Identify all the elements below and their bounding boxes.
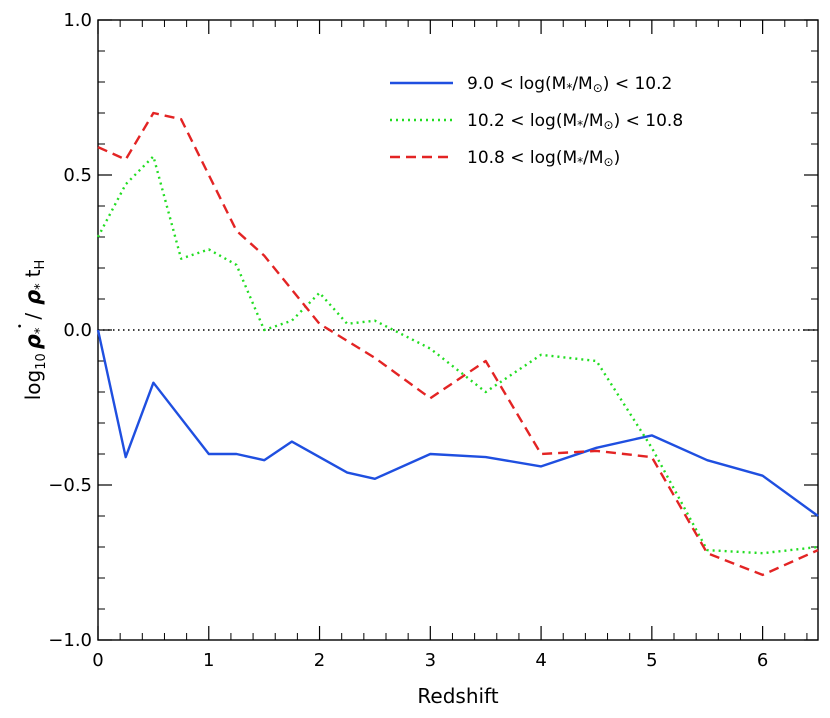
legend-label-1: 9.0 < log(M*/M⊙) < 10.2: [467, 74, 672, 95]
x-tick-label: 2: [314, 650, 325, 671]
series-line-2: [96, 155, 819, 555]
series-line-1: [96, 329, 819, 517]
svg-text:•: •: [15, 323, 26, 329]
axis-ticks: [97, 19, 818, 641]
tick-labels: 0 1 2 3 4 5 6 −1.0 −0.5 0.0 0.5 1.0: [48, 10, 768, 671]
x-tick-label: 0: [92, 650, 103, 671]
y-tick-label: 1.0: [63, 10, 92, 31]
legend-label-2: 10.2 < log(M*/M⊙) < 10.8: [467, 111, 683, 132]
x-tick-label: 1: [203, 650, 214, 671]
x-tick-label: 4: [535, 650, 546, 671]
x-axis-title: Redshift: [417, 684, 498, 708]
y-tick-label: −1.0: [48, 630, 92, 651]
y-tick-label: −0.5: [48, 475, 92, 496]
y-axis-title: log10ρ*/ρ*tH •: [15, 260, 49, 401]
svg-text:log10ρ*/ρ*tH: log10ρ*/ρ*tH: [21, 260, 49, 401]
x-tick-label: 3: [425, 650, 436, 671]
y-tick-label: 0.5: [63, 165, 92, 186]
series-line-3: [97, 111, 819, 577]
legend-label-3: 10.8 < log(M*/M⊙): [467, 148, 620, 169]
series-lines: [96, 111, 819, 577]
y-tick-label: 0.0: [63, 320, 92, 341]
legend: 9.0 < log(M*/M⊙) < 10.2 10.2 < log(M*/M⊙)…: [390, 74, 683, 169]
x-tick-label: 5: [646, 650, 657, 671]
x-tick-label: 6: [757, 650, 768, 671]
